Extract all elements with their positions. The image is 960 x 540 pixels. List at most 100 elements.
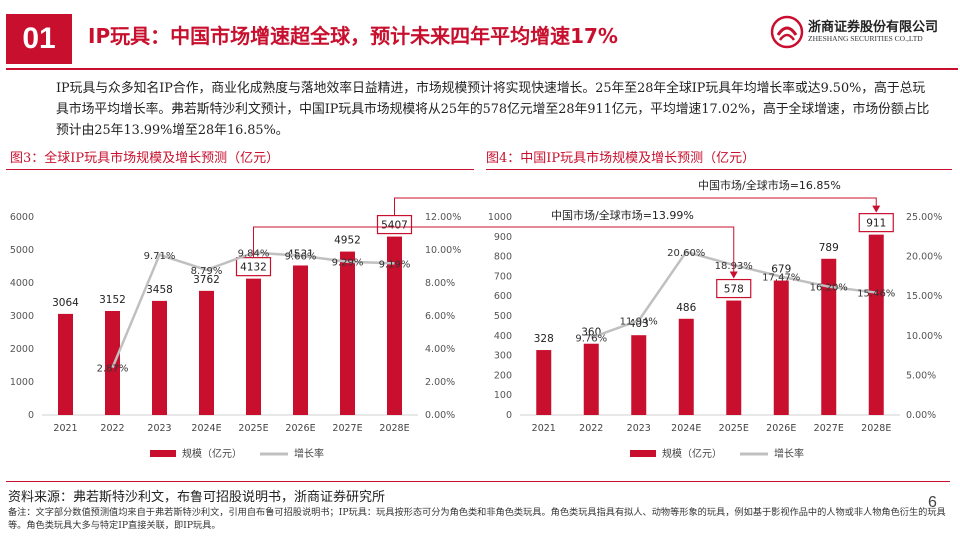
china-bar-label: 911 [866, 218, 886, 230]
china-y2-tick: 10.00% [906, 331, 942, 342]
global-bar-label: 3152 [99, 294, 126, 306]
global-line-label: 9.71% [144, 251, 176, 262]
china-y2-tick: 15.00% [906, 291, 942, 302]
global-x-tick: 2027E [332, 423, 362, 434]
global-bar [199, 290, 214, 415]
china-legend-bar-label: 规模（亿元） [662, 447, 722, 460]
global-bar-label: 4952 [334, 235, 361, 247]
section-number: 01 [6, 14, 72, 64]
global-x-tick: 2026E [285, 423, 315, 434]
global-x-tick: 2025E [238, 423, 268, 434]
global-y2-tick: 10.00% [425, 245, 461, 256]
global-line-label: 9.66% [285, 252, 317, 263]
china-bar [726, 300, 742, 415]
notes-text: 备注：文字部分数值预测值均来自于弗若斯特沙利文，引用自布鲁可招股说明书；IP玩具… [8, 507, 946, 531]
china-y-tick: 700 [494, 271, 512, 282]
china-y-tick: 400 [494, 331, 512, 342]
global-bar [105, 310, 120, 415]
global-x-tick: 2028E [379, 423, 409, 434]
global-y-tick: 6000 [10, 212, 34, 223]
global-bar [387, 236, 402, 415]
global-line-label: 2.87% [97, 364, 129, 375]
connector-top [394, 197, 877, 216]
china-x-tick: 2023 [627, 423, 651, 434]
china-line-label: 15.46% [857, 289, 895, 300]
global-line-label: 9.29% [332, 258, 364, 269]
china-bar [536, 350, 552, 415]
china-y-tick: 0 [506, 410, 512, 421]
global-y2-tick: 4.00% [425, 344, 455, 355]
china-line-label: 17.47% [762, 273, 800, 284]
annotation-middle: 中国市场/全球市场=13.99% [551, 208, 694, 222]
global-y-tick: 4000 [10, 278, 34, 289]
china-bar-label: 328 [534, 333, 554, 345]
header-divider [6, 68, 958, 70]
china-bar [821, 258, 837, 415]
china-line-label: 9.76% [575, 334, 607, 345]
global-line-label: 8.79% [191, 266, 223, 277]
china-highlight-box [716, 278, 752, 299]
global-x-tick: 2021 [53, 423, 77, 434]
china-y-tick: 300 [494, 351, 512, 362]
china-y2-tick: 5.00% [906, 370, 936, 381]
china-legend-line-label: 增长率 [774, 447, 804, 460]
logo-mark-icon [770, 15, 804, 49]
china-bar-label: 486 [676, 302, 696, 314]
china-x-tick: 2021 [532, 423, 556, 434]
china-y-tick: 1000 [488, 212, 512, 223]
global-y-tick: 2000 [10, 344, 34, 355]
global-x-tick: 2024E [191, 423, 221, 434]
china-bar-label: 578 [724, 284, 744, 296]
china-y2-tick: 25.00% [906, 212, 942, 223]
china-y2-tick: 0.00% [906, 410, 936, 421]
global-y2-tick: 2.00% [425, 377, 455, 388]
china-y-tick: 500 [494, 311, 512, 322]
connector-middle [253, 226, 735, 276]
global-y-tick: 5000 [10, 245, 34, 256]
china-bar [583, 343, 599, 415]
logo-name-en: ZHESHANG SECURITIES CO.,LTD [808, 34, 923, 43]
china-bar-label: 679 [771, 264, 791, 276]
global-y-tick: 3000 [10, 311, 34, 322]
figure3-divider [6, 169, 474, 170]
global-bar-label: 4132 [240, 262, 267, 274]
china-highlight-box [858, 213, 894, 233]
china-line-label: 11.94% [620, 316, 658, 327]
page-title: IP玩具：中国市场增速超全球，预计未来四年平均增速17% [88, 24, 618, 48]
connector-top-arrow-icon [872, 205, 881, 213]
global-x-tick: 2023 [147, 423, 171, 434]
global-y2-tick: 0.00% [425, 410, 455, 421]
china-line-label: 16.20% [810, 283, 848, 294]
global-legend-bar-swatch [150, 450, 176, 457]
figure4-title: 图4：中国IP玩具市场规模及增长预测（亿元） [486, 151, 756, 166]
figure4-divider [486, 169, 952, 170]
china-bar [868, 234, 884, 415]
logo-name-cn: 浙商证券股份有限公司 [808, 20, 939, 35]
global-bar-label: 5407 [381, 220, 408, 232]
china-y2-tick: 20.00% [906, 252, 942, 263]
china-x-tick: 2024E [671, 423, 701, 434]
global-bar-label: 3762 [193, 274, 220, 286]
global-bar-label: 3458 [146, 284, 173, 296]
china-y-tick: 800 [494, 252, 512, 263]
china-y-tick: 100 [494, 390, 512, 401]
global-bar-label: 3064 [52, 297, 79, 309]
china-x-tick: 2025E [719, 423, 749, 434]
china-line-label: 20.60% [667, 248, 705, 259]
china-legend-bar-swatch [630, 450, 656, 457]
china-x-tick: 2027E [814, 423, 844, 434]
global-bar [152, 300, 167, 415]
global-y2-tick: 6.00% [425, 311, 455, 322]
global-legend-bar-label: 规模（亿元） [182, 447, 242, 460]
global-bar [293, 265, 308, 415]
connector-middle-arrow-icon [729, 271, 738, 279]
global-y2-tick: 8.00% [425, 278, 455, 289]
global-y2-tick: 12.00% [425, 212, 461, 223]
summary-paragraph: IP玩具与众多知名IP合作，商业化成熟度与落地效率日益精进，市场规模预计将实现快… [56, 81, 930, 138]
page-number: 6 [928, 494, 937, 511]
china-y-tick: 600 [494, 291, 512, 302]
footer-divider [6, 481, 950, 482]
china-bar-label: 789 [819, 242, 839, 254]
china-x-tick: 2022 [579, 423, 603, 434]
global-bar [340, 251, 355, 415]
